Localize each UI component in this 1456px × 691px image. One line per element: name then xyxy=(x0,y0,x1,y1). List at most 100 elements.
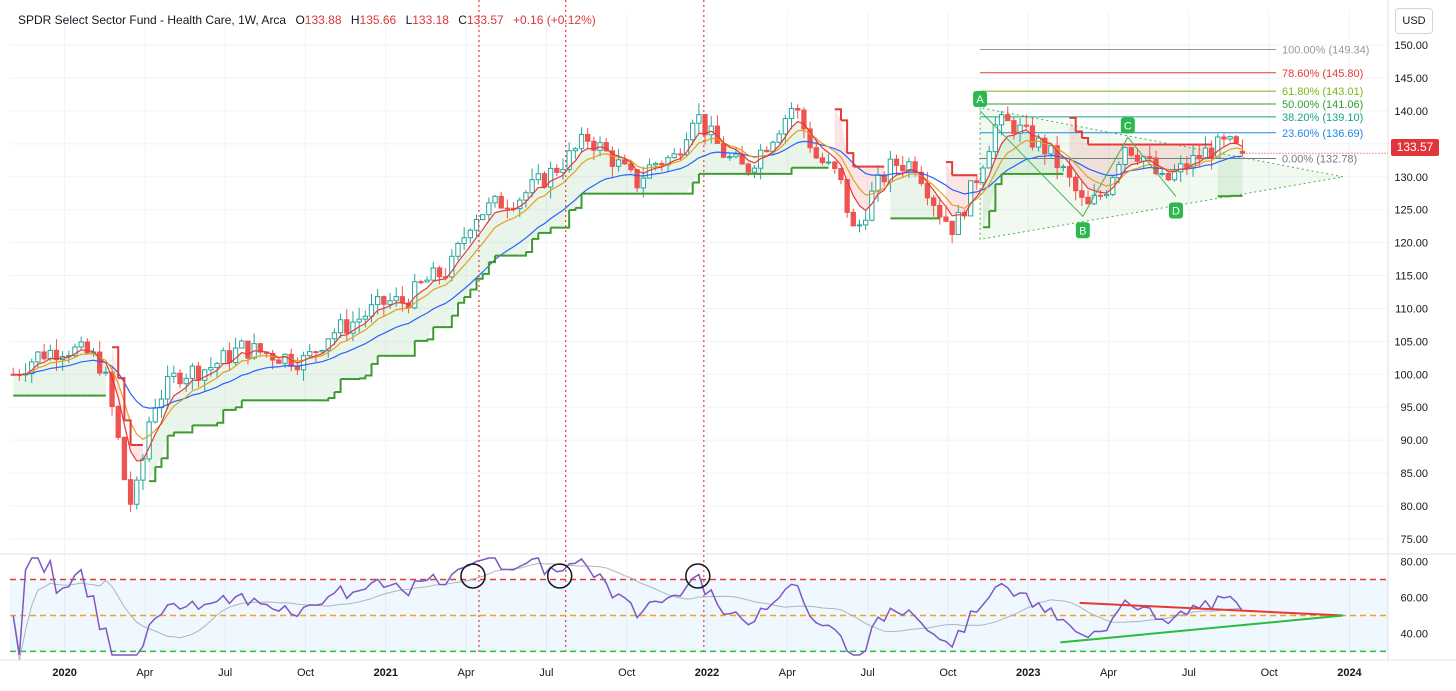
candle-body xyxy=(795,108,801,111)
candle-body xyxy=(146,421,152,460)
time-tick-label: Jul xyxy=(861,667,875,679)
candle-body xyxy=(492,195,498,204)
stop-fill-segment xyxy=(587,148,594,194)
candle-body xyxy=(992,124,999,153)
candle-body xyxy=(307,351,313,357)
price-tick-label: 150.00 xyxy=(1394,40,1428,52)
stop-fill-segment xyxy=(995,143,1002,185)
candle-body xyxy=(455,242,461,257)
candle-body xyxy=(109,371,115,408)
volatility-stop-segment xyxy=(488,255,497,264)
candle-body xyxy=(529,179,535,194)
candle-body xyxy=(1066,166,1073,178)
stop-fill-segment xyxy=(402,302,409,356)
stop-fill-segment xyxy=(896,173,903,219)
candle-body xyxy=(998,114,1005,126)
candle-body xyxy=(208,367,214,371)
candle-body xyxy=(547,167,554,188)
stop-fill-segment xyxy=(667,160,675,194)
price-tick-label: 115.00 xyxy=(1395,271,1428,283)
candle-body xyxy=(257,343,263,353)
price-tick-label: 80.00 xyxy=(1400,501,1428,513)
candle-body xyxy=(949,220,955,235)
candle-body xyxy=(603,142,609,152)
volatility-stop-segment xyxy=(995,173,1003,186)
candle-body xyxy=(585,133,591,142)
candle-body xyxy=(127,479,134,505)
rsi-line xyxy=(12,557,1244,656)
candle-body xyxy=(103,371,109,374)
candle-body xyxy=(337,319,344,334)
volatility-stop-segment xyxy=(476,273,484,280)
candle-body xyxy=(727,156,733,159)
stop-fill-segment xyxy=(204,373,211,426)
candle-body xyxy=(745,163,751,173)
candle-body xyxy=(78,341,84,348)
candle-body xyxy=(1202,147,1209,160)
rsi-support-trendline xyxy=(1060,614,1344,644)
stop-fill-segment xyxy=(779,136,786,174)
volatility-stop-segment xyxy=(562,209,571,229)
time-tick-label: 2022 xyxy=(695,667,719,679)
volatility-stop-segment xyxy=(186,425,194,434)
candle-body xyxy=(171,372,177,377)
candle-body xyxy=(319,350,325,353)
volatility-stop-segment xyxy=(785,167,793,175)
candle-body xyxy=(399,296,406,304)
stop-fill-segment xyxy=(519,201,526,256)
candle-body xyxy=(702,114,708,136)
time-tick-label: Jul xyxy=(539,667,553,679)
candle-body xyxy=(164,375,171,400)
time-tick-label: Jul xyxy=(1182,667,1196,679)
stop-fill-segment xyxy=(433,279,440,328)
volatility-stop-segment xyxy=(451,302,459,317)
abcd-pattern-line xyxy=(979,110,1177,218)
abcd-point-label: A xyxy=(976,94,984,106)
candle-body xyxy=(331,332,338,340)
candle-body xyxy=(313,351,319,354)
candle-body xyxy=(356,318,362,323)
abcd-point-badge xyxy=(1075,222,1090,239)
candle-body xyxy=(115,406,121,438)
stop-fill-segment xyxy=(705,131,712,174)
volatility-stop-segment xyxy=(983,210,991,229)
volatility-stop-segment xyxy=(834,108,842,121)
candle-body xyxy=(591,140,597,151)
candle-body xyxy=(720,142,727,158)
stop-fill-segment xyxy=(581,148,588,194)
candle-body xyxy=(862,219,869,226)
fib-level-label: 50.00% (141.06) xyxy=(1282,99,1363,111)
stop-fill-segment xyxy=(501,210,508,256)
stop-fill-segment xyxy=(680,152,687,194)
stop-fill-segment xyxy=(260,351,267,401)
candle-body xyxy=(245,340,251,359)
symbol-title[interactable]: SPDR Select Sector Fund - Health Care, 1… xyxy=(18,13,287,27)
candle-body xyxy=(1134,154,1141,162)
rsi-peak-circle xyxy=(546,563,573,589)
candle-body xyxy=(498,195,504,209)
candle-body xyxy=(751,167,758,173)
volatility-stop-segment xyxy=(408,340,416,357)
candle-body xyxy=(1103,193,1110,197)
candle-body xyxy=(634,169,640,189)
stop-fill-segment xyxy=(285,356,292,401)
price-tick-label: 125.00 xyxy=(1394,205,1428,217)
candle-body xyxy=(652,162,659,166)
time-tick-label: Apr xyxy=(136,667,153,679)
candle-body xyxy=(226,350,233,364)
candle-body xyxy=(41,351,47,360)
volatility-stop-segment xyxy=(525,238,534,253)
volatility-stop-segment xyxy=(989,184,997,212)
currency-button[interactable]: USD xyxy=(1395,8,1433,34)
stop-fill-segment xyxy=(340,334,347,380)
ema-mid-line xyxy=(13,129,1243,440)
stop-fill-segment xyxy=(13,374,20,396)
price-tick-label: 120.00 xyxy=(1394,238,1428,250)
candle-body xyxy=(424,279,430,283)
price-tick-label: 105.00 xyxy=(1394,336,1428,348)
stop-fill-segment xyxy=(655,167,662,194)
candle-body xyxy=(937,204,943,218)
stop-fill-segment xyxy=(155,422,162,467)
time-tick-label: Jul xyxy=(218,667,232,679)
